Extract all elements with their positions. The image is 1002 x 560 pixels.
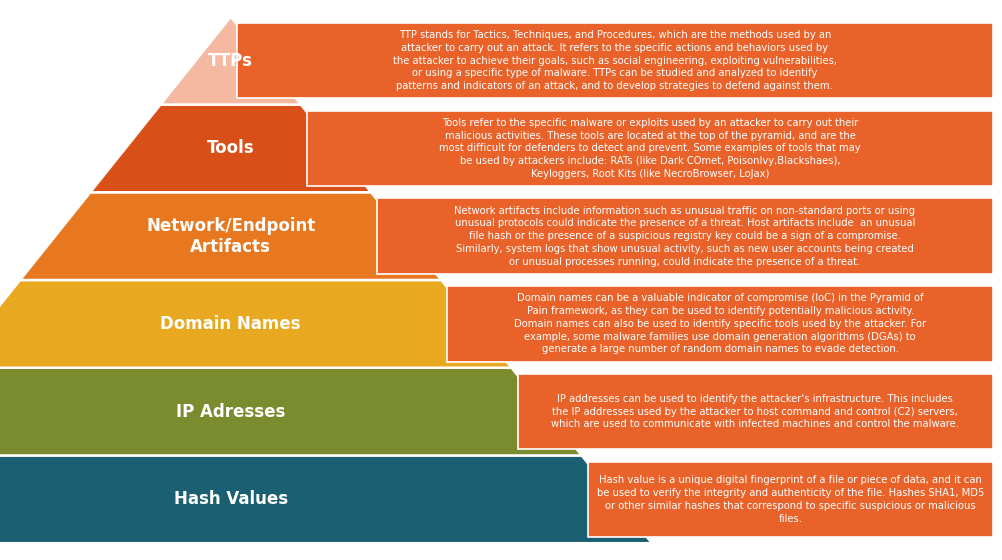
- Text: Tools refer to the specific malware or exploits used by an attacker to carry out: Tools refer to the specific malware or e…: [439, 118, 860, 179]
- Text: TTP stands for Tactics, Techniques, and Procedures, which are the methods used b: TTP stands for Tactics, Techniques, and …: [393, 30, 836, 91]
- FancyBboxPatch shape: [447, 286, 992, 362]
- Text: TTPs: TTPs: [208, 52, 253, 69]
- Text: Network artifacts include information such as unusual traffic on non-standard po: Network artifacts include information su…: [454, 206, 915, 267]
- Text: IP Adresses: IP Adresses: [175, 403, 286, 421]
- Text: Hash value is a unique digital fingerprint of a file or piece of data, and it ca: Hash value is a unique digital fingerpri…: [596, 475, 983, 524]
- Text: Domain Names: Domain Names: [160, 315, 301, 333]
- Polygon shape: [20, 192, 441, 280]
- FancyBboxPatch shape: [377, 198, 992, 274]
- FancyBboxPatch shape: [307, 111, 992, 186]
- FancyBboxPatch shape: [587, 461, 992, 537]
- Text: Hash Values: Hash Values: [173, 491, 288, 508]
- Polygon shape: [0, 455, 651, 543]
- FancyBboxPatch shape: [236, 23, 992, 99]
- Text: Tools: Tools: [206, 139, 255, 157]
- Text: Domain names can be a valuable indicator of compromise (IoC) in the Pyramid of
P: Domain names can be a valuable indicator…: [514, 293, 925, 354]
- Polygon shape: [160, 17, 301, 105]
- FancyBboxPatch shape: [517, 374, 992, 449]
- Text: Network/Endpoint
Artifacts: Network/Endpoint Artifacts: [146, 217, 315, 255]
- Polygon shape: [90, 105, 371, 192]
- Text: IP addresses can be used to identify the attacker's infrastructure. This include: IP addresses can be used to identify the…: [551, 394, 958, 430]
- Polygon shape: [0, 368, 581, 455]
- Polygon shape: [0, 280, 511, 368]
